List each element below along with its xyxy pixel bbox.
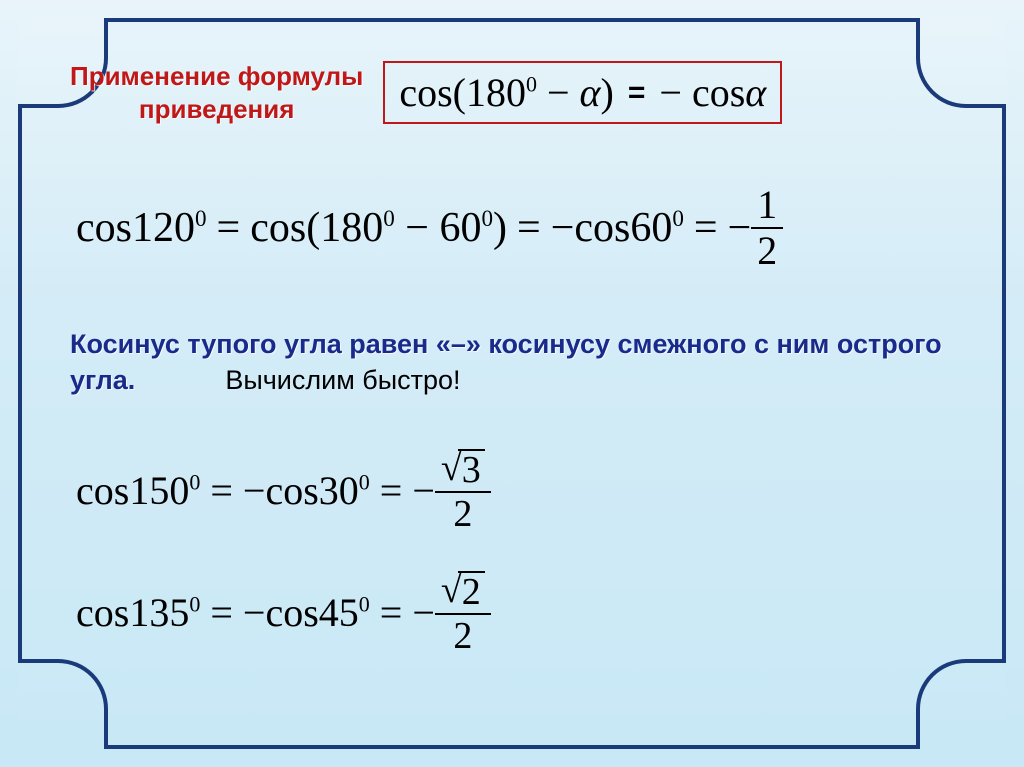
formula-rhs-sign: −: [659, 70, 682, 115]
alpha-symbol: α: [580, 70, 601, 115]
ex1-d-sign: −: [728, 204, 752, 252]
example-cos120: cos1200 = cos(1800 − 600) = −cos600 = − …: [76, 185, 954, 271]
eq5: =: [380, 467, 403, 514]
formula-rhs-cos: cos: [692, 70, 745, 115]
cosine-obtuse-rule: Косинус тупого угла равен «–» косинусу с…: [70, 326, 954, 399]
ex1-b1-sup: 0: [383, 205, 395, 231]
ex1-c-sup: 0: [672, 205, 684, 231]
eq7: =: [380, 589, 403, 636]
formula-close: ): [601, 70, 614, 115]
ex2b-b-text: cos45: [265, 590, 358, 635]
ex1-b-minus: − 60: [395, 205, 482, 251]
header-row: Применение формулы приведения cos(1800 −…: [70, 60, 954, 125]
alpha-symbol-2: α: [745, 70, 766, 115]
eq6: =: [210, 589, 233, 636]
ex2b-c-den: 2: [453, 615, 472, 655]
reduction-formula-box: cos(1800 − α) = − cosα: [383, 61, 782, 124]
ex1-d-num: 1: [751, 185, 783, 229]
ex2b-b-sup: 0: [359, 592, 370, 617]
example-cos150: cos1500 = −cos300 = − √3 2: [76, 449, 954, 533]
ex2b-b-sign: −: [243, 590, 266, 635]
ex2b-sqrt-body: 2: [458, 571, 485, 611]
eq1: =: [217, 204, 241, 252]
ex1-d-frac: 1 2: [751, 185, 783, 271]
example-cos135: cos1350 = −cos450 = − √2 2: [76, 571, 954, 655]
ex1-d: − 1 2: [728, 185, 784, 271]
eq4: =: [210, 467, 233, 514]
ex2a-a-text: cos150: [76, 468, 189, 513]
ex2a-a: cos1500: [76, 467, 200, 514]
ex1-a-sup: 0: [195, 205, 207, 231]
slide-title: Применение формулы приведения: [70, 60, 363, 125]
ex1-b-close: ): [493, 205, 507, 251]
ex2b-b: −cos450: [243, 589, 370, 636]
ex1-c-sign: −: [551, 205, 575, 251]
ex2a-b-text: cos30: [265, 468, 358, 513]
ex2a-b-sup: 0: [359, 470, 370, 495]
title-line-2: приведения: [70, 93, 363, 126]
title-line-1: Применение формулы: [70, 60, 363, 93]
eq2: =: [517, 204, 541, 252]
ex2a-a-sup: 0: [189, 470, 200, 495]
formula-rhs: − cosα: [659, 69, 766, 116]
ex2b-c-frac: √2 2: [435, 571, 491, 655]
formula-minus: −: [537, 70, 580, 115]
ex2a-c: − √3 2: [412, 449, 490, 533]
ex1-b1: cos(180: [250, 205, 383, 251]
ex2b-a-text: cos135: [76, 590, 189, 635]
equals-sign: =: [628, 76, 646, 110]
rule-part2: Вычислим быстро!: [225, 365, 460, 395]
ex2a-c-den: 2: [453, 493, 472, 533]
ex2b-c-sign: −: [412, 589, 435, 636]
ex1-a: cos1200: [76, 204, 207, 252]
ex2b-a-sup: 0: [189, 592, 200, 617]
ex2b-c-num: √2: [435, 571, 491, 615]
ex2a-sqrt-body: 3: [458, 449, 485, 489]
ex1-c-text: cos60: [574, 205, 672, 251]
ex2b-c: − √2 2: [412, 571, 490, 655]
ex1-c: −cos600: [551, 204, 684, 252]
ex1-a-text: cos120: [76, 205, 195, 251]
ex1-b2-sup: 0: [481, 205, 493, 231]
ex1-b: cos(1800 − 600): [250, 204, 507, 252]
formula-lhs: cos(1800 − α): [399, 69, 614, 116]
ex2a-c-num: √3: [435, 449, 491, 493]
ex2a-b: −cos300: [243, 467, 370, 514]
formula-lhs-sup: 0: [526, 72, 537, 97]
formula-lhs-text: cos(180: [399, 70, 526, 115]
eq3: =: [694, 204, 718, 252]
ex2a-c-sign: −: [412, 467, 435, 514]
slide-content: Применение формулы приведения cos(1800 −…: [70, 60, 954, 693]
ex2b-a: cos1350: [76, 589, 200, 636]
ex2a-b-sign: −: [243, 468, 266, 513]
ex1-d-den: 2: [757, 229, 777, 271]
ex2a-c-frac: √3 2: [435, 449, 491, 533]
